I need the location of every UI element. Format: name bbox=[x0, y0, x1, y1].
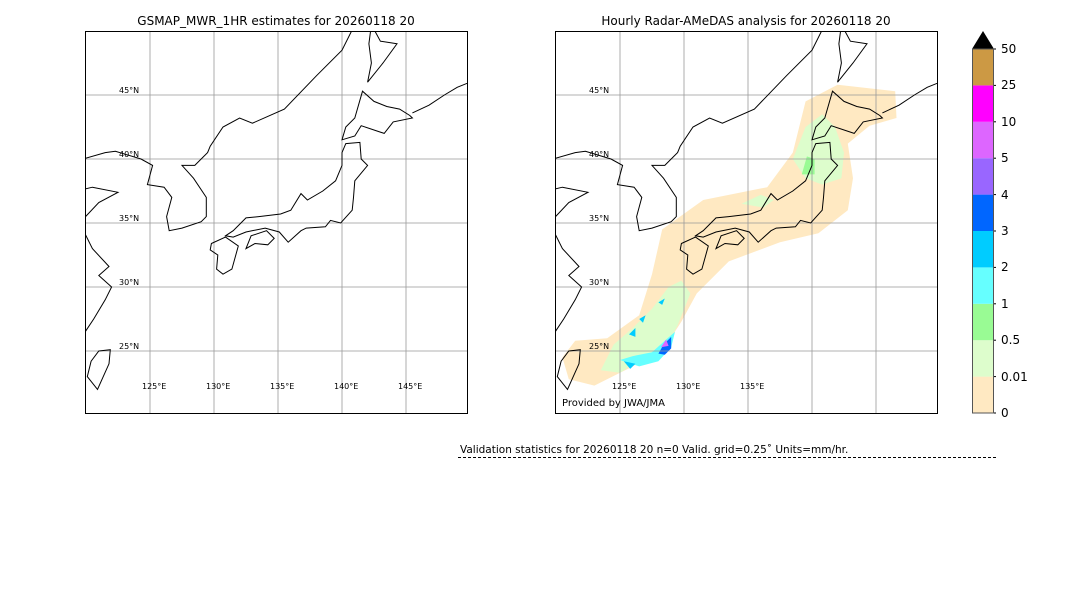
lon-label: 135°E bbox=[740, 382, 765, 391]
precip-area-c4 bbox=[658, 298, 665, 305]
precip-area-c2 bbox=[623, 361, 636, 369]
colorbar-segment bbox=[972, 267, 994, 304]
precip-area-c3 bbox=[639, 315, 646, 323]
colorbar-segment bbox=[972, 303, 994, 341]
colorbar-extend-arrow bbox=[972, 31, 994, 49]
colorbar: 0 0.01 0.5 1 2 3 4 5 10 25 50 bbox=[972, 31, 1032, 420]
colorbar-tick-label: 3 bbox=[1001, 224, 1009, 238]
colorbar-segment bbox=[972, 340, 994, 377]
lon-label: 140°E bbox=[334, 382, 359, 391]
gsmap-map-canvas bbox=[86, 32, 467, 413]
coastline-kuril bbox=[882, 82, 937, 114]
coastline-mainland bbox=[86, 32, 352, 232]
colorbar-tick-label: 0 bbox=[1001, 406, 1009, 420]
coastline-sakhalin bbox=[367, 32, 398, 83]
lat-label: 40°N bbox=[589, 150, 610, 159]
lat-label: 35°N bbox=[119, 214, 140, 223]
precip-area-m1 bbox=[661, 339, 669, 348]
precip-area-c1 bbox=[620, 331, 675, 367]
lon-label: 130°E bbox=[676, 382, 701, 391]
lat-label: 45°N bbox=[119, 86, 140, 95]
colorbar-tick-label: 4 bbox=[1001, 187, 1009, 202]
coastline-hokkaido bbox=[811, 90, 884, 141]
validation-statistics: Validation statistics for 20260118 20 n=… bbox=[460, 444, 849, 456]
credit-text: Provided by JWA/JMA bbox=[562, 398, 665, 409]
colorbar-tick-label: 1 bbox=[1001, 296, 1009, 311]
dashed-divider bbox=[458, 457, 996, 458]
right-map-title: Hourly Radar-AMeDAS analysis for 2026011… bbox=[601, 14, 891, 28]
colorbar-tick-label: 2 bbox=[1001, 260, 1009, 275]
lat-label: 30°N bbox=[119, 278, 140, 287]
radar-amedas-map: Provided by JWA/JMA 45°N 40°N 35°N 30°N 25°N… bbox=[555, 31, 938, 414]
coastline-hokkaido bbox=[341, 90, 414, 141]
lon-label: 130°E bbox=[206, 382, 231, 391]
colorbar-segment bbox=[972, 85, 994, 122]
radar-map-canvas bbox=[556, 32, 937, 413]
precip-area-base bbox=[562, 84, 897, 386]
coastline-taiwan bbox=[556, 349, 581, 391]
colorbar-tick-label: 0.01 bbox=[1001, 369, 1028, 384]
colorbar-tick-label: 0.5 bbox=[1001, 333, 1021, 348]
colorbar-tick-label: 5 bbox=[1001, 151, 1009, 166]
precip-area-g4 bbox=[801, 156, 815, 175]
precip-area-c5 bbox=[629, 328, 636, 337]
colorbar-segment bbox=[972, 121, 994, 159]
lon-label: 125°E bbox=[612, 382, 637, 391]
lat-label: 25°N bbox=[589, 342, 610, 351]
coastline-kyushu bbox=[209, 236, 239, 275]
colorbar-scale bbox=[972, 31, 996, 414]
precip-area-g2 bbox=[600, 280, 691, 373]
left-map-title: GSMAP_MWR_1HR estimates for 20260118 20 bbox=[137, 14, 415, 28]
lat-label: 25°N bbox=[119, 342, 140, 351]
coastline-kuril bbox=[412, 82, 467, 114]
lon-label: 135°E bbox=[270, 382, 295, 391]
lat-label: 35°N bbox=[589, 214, 610, 223]
lon-label: 145°E bbox=[398, 382, 423, 391]
colorbar-segment bbox=[972, 158, 994, 195]
lat-label: 45°N bbox=[589, 86, 610, 95]
colorbar-segment bbox=[972, 231, 994, 268]
lon-label: 125°E bbox=[142, 382, 167, 391]
colorbar-tick-label: 50 bbox=[1001, 42, 1017, 56]
coastline-sakhalin bbox=[837, 32, 868, 83]
colorbar-segment bbox=[972, 49, 994, 86]
coastline-honshu bbox=[694, 141, 839, 243]
precip-area-g3 bbox=[741, 194, 774, 208]
colorbar-segment bbox=[972, 376, 994, 413]
coastline-taiwan bbox=[86, 349, 111, 391]
colorbar-frame bbox=[972, 48, 994, 414]
coastline-china bbox=[556, 186, 590, 332]
gsmap-map: 45°N 40°N 35°N 30°N 25°N 125°E 130°E 135°E 140°E… bbox=[85, 31, 468, 414]
coastline-mainland bbox=[556, 32, 822, 232]
coastline-shikoku bbox=[715, 230, 745, 250]
coastline-china bbox=[86, 186, 120, 332]
coastline-kyushu bbox=[679, 236, 709, 275]
colorbar-tick-label: 25 bbox=[1001, 78, 1017, 93]
lat-label: 30°N bbox=[589, 278, 610, 287]
coastline-honshu bbox=[224, 141, 369, 243]
lat-label: 40°N bbox=[119, 150, 140, 159]
colorbar-segment bbox=[972, 194, 994, 231]
colorbar-tick-label: 10 bbox=[1001, 114, 1017, 129]
coastline-shikoku bbox=[245, 230, 275, 250]
